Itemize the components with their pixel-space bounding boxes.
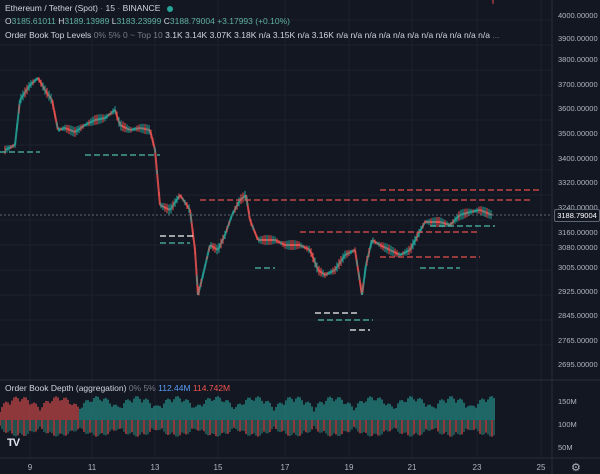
- symbol-legend[interactable]: Ethereum / Tether (Spot) · 15 · BINANCE: [5, 2, 173, 14]
- date-tick: 21: [407, 463, 417, 472]
- price-tick: 2765.00000: [558, 336, 598, 345]
- price-tick: 4000.00000: [558, 11, 598, 20]
- indicator-value: n/a: [364, 30, 379, 40]
- indicator-value: n/a: [258, 30, 273, 40]
- price-tick: 3240.00000: [558, 203, 598, 212]
- date-tick: 9: [27, 463, 33, 472]
- symbol-exchange: BINANCE: [122, 3, 161, 13]
- close-value: 3188.79004: [169, 16, 215, 26]
- depth-indicator-params: 0% 5%: [128, 383, 156, 393]
- tradingview-logo[interactable]: TV: [7, 437, 20, 449]
- volume-tick: 100M: [558, 420, 577, 429]
- volume-tick: 50M: [558, 443, 573, 452]
- price-tick: 3320.00000: [558, 178, 598, 187]
- date-tick: 15: [213, 463, 223, 472]
- price-tick: 3160.00000: [558, 228, 598, 237]
- depth-indicator-name: Order Book Depth (aggregation): [5, 383, 127, 393]
- indicator-value: 3.18K: [234, 30, 259, 40]
- order-book-depth-legend[interactable]: Order Book Depth (aggregation) 0% 5% 112…: [5, 382, 230, 394]
- symbol-interval: 15: [105, 3, 115, 13]
- price-tick: 2845.00000: [558, 311, 598, 320]
- indicator-value: n/a: [350, 30, 365, 40]
- change-value: +3.17993 (+0.10%): [217, 16, 290, 26]
- indicator-value: n/a: [393, 30, 408, 40]
- depth-value-1: 112.44M: [158, 383, 191, 393]
- date-tick: 23: [472, 463, 482, 472]
- indicator-value: 3.07K: [209, 30, 235, 40]
- symbol-name: Ethereum / Tether (Spot): [5, 3, 98, 13]
- price-candles: [194, 249, 199, 296]
- low-value: 3183.23999: [116, 16, 162, 26]
- price-tick: 3500.00000: [558, 129, 598, 138]
- indicator-value: n/a: [478, 30, 493, 40]
- indicator-value: 3.1K: [165, 30, 185, 40]
- price-tick: 3800.00000: [558, 55, 598, 64]
- price-tick: 3400.00000: [558, 154, 598, 163]
- price-tick: 2925.00000: [558, 287, 598, 296]
- indicator-value: n/a: [297, 30, 312, 40]
- indicator-value: n/a: [421, 30, 436, 40]
- depth-value-2: 114.742M: [192, 383, 231, 393]
- indicator-value: n/a: [378, 30, 394, 40]
- date-tick: 25: [536, 463, 546, 472]
- price-candles: [154, 149, 161, 206]
- price-tick: 2695.00000: [558, 360, 598, 369]
- date-tick: 17: [280, 463, 290, 472]
- price-tick: 3600.00000: [558, 104, 598, 113]
- date-tick: 19: [344, 463, 354, 472]
- market-open-icon: [166, 5, 173, 12]
- price-tick: 3005.00000: [558, 263, 598, 272]
- date-tick: 13: [150, 463, 160, 472]
- indicator-values: 3.1K 3.14K 3.07K 3.18K n/a 3.15K n/a 3.1…: [165, 30, 492, 40]
- price-tick: 3900.00000: [558, 34, 598, 43]
- gear-icon[interactable]: ⚙: [571, 462, 581, 474]
- ohlc-legend: O3185.61011 H3189.13989 L3183.23999 C318…: [5, 16, 290, 26]
- current-price-label: 3188.79004: [554, 209, 600, 222]
- indicator-value: n/a: [449, 30, 464, 40]
- indicator-params: 0% 5% 0 ~ Top 10: [93, 30, 163, 40]
- open-value: 3185.61011: [11, 16, 56, 26]
- volume-tick: 150M: [558, 397, 577, 406]
- indicator-value: 3.16K: [311, 30, 337, 40]
- order-book-top-legend[interactable]: Order Book Top Levels 0% 5% 0 ~ Top 10 3…: [5, 30, 500, 40]
- indicator-value: n/a: [407, 30, 422, 40]
- indicator-value: 3.15K: [272, 30, 298, 40]
- indicator-name: Order Book Top Levels: [5, 30, 92, 40]
- indicator-value: n/a: [435, 30, 450, 40]
- indicator-value: n/a: [463, 30, 479, 40]
- indicator-value: n/a: [336, 30, 351, 40]
- price-candles: [479, 209, 493, 216]
- indicator-value: 3.14K: [185, 30, 210, 40]
- price-tick: 3080.00000: [558, 243, 598, 252]
- date-tick: 11: [87, 463, 97, 472]
- price-tick: 3700.00000: [558, 80, 598, 89]
- high-value: 3189.13989: [64, 16, 110, 26]
